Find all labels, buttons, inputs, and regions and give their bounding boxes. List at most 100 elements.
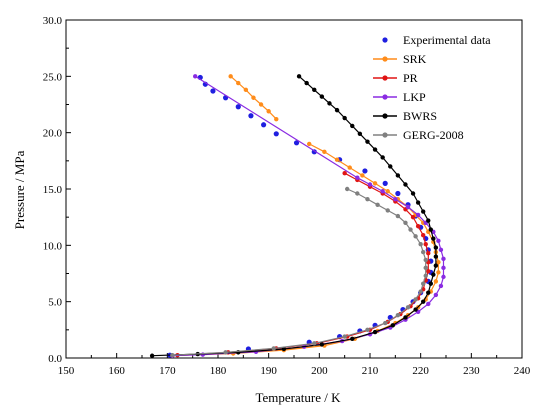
data-point-bwrs: [304, 80, 309, 86]
data-point-gerg-2008: [375, 202, 380, 207]
data-point-gerg-2008: [413, 297, 418, 302]
data-point-bwrs: [388, 164, 393, 169]
data-point-gerg-2008: [170, 352, 175, 358]
data-point-lkp: [193, 74, 198, 79]
data-point-gerg-2008: [403, 220, 408, 225]
plot-border: [65, 19, 523, 359]
data-point-pr: [410, 214, 416, 220]
legend-swatch-marker: [382, 75, 388, 81]
x-tick-label: 240: [514, 365, 531, 377]
data-point-lkp: [441, 265, 446, 271]
y-tick-label: 5.0: [48, 297, 62, 309]
data-point-bwrs: [350, 336, 355, 342]
data-point-bwrs: [327, 101, 332, 106]
data-point-gerg-2008: [355, 191, 360, 196]
series-pr: [175, 171, 431, 358]
legend-label: Experimental data: [403, 33, 491, 47]
data-point-lkp: [433, 292, 439, 298]
data-point-gerg-2008: [271, 346, 276, 351]
data-point-experimental-data: [273, 131, 279, 137]
data-point-experimental-data: [235, 104, 241, 110]
data-point-pr: [426, 269, 431, 274]
x-axis-title: Temperature / K: [256, 390, 342, 405]
data-point-gerg-2008: [385, 208, 390, 213]
data-point-bwrs: [413, 307, 418, 312]
legend: Experimental data SRK PR LKP BWRS GERG-2008: [373, 33, 491, 142]
data-point-gerg-2008: [395, 213, 401, 219]
data-point-lkp: [441, 256, 446, 262]
data-point-bwrs: [372, 147, 378, 152]
data-point-gerg-2008: [223, 350, 228, 355]
data-point-gerg-2008: [383, 320, 388, 326]
x-tick-label: 190: [260, 365, 277, 377]
y-axis-ticks: 0.0 5.0 10.0 15.0 20.0 25.0 30.0: [43, 15, 71, 365]
data-point-lkp: [426, 301, 431, 307]
data-point-srk: [251, 95, 256, 100]
legend-item-srk: SRK: [373, 52, 427, 66]
legend-swatch-marker: [382, 56, 388, 62]
data-point-bwrs: [403, 182, 408, 187]
legend-label: SRK: [403, 52, 427, 66]
data-point-gerg-2008: [365, 196, 370, 202]
data-point-bwrs: [380, 155, 385, 160]
data-point-gerg-2008: [413, 234, 418, 239]
data-point-gerg-2008: [418, 289, 423, 294]
data-point-gerg-2008: [423, 257, 428, 263]
data-point-pr: [342, 171, 347, 176]
x-tick-label: 170: [159, 365, 176, 377]
y-tick-label: 0.0: [48, 353, 62, 365]
legend-label: GERG-2008: [403, 128, 464, 142]
data-point-experimental-data: [382, 180, 388, 186]
data-point-bwrs: [433, 263, 439, 268]
data-point-lkp: [441, 274, 446, 280]
data-point-experimental-data: [210, 88, 216, 94]
data-point-experimental-data: [248, 113, 254, 119]
data-point-gerg-2008: [421, 249, 426, 255]
data-point-srk: [360, 173, 365, 178]
data-point-gerg-2008: [421, 281, 426, 286]
data-point-pr: [415, 223, 421, 229]
data-point-gerg-2008: [365, 327, 370, 333]
data-point-pr: [423, 242, 428, 247]
legend-swatch-marker: [382, 132, 388, 138]
y-tick-label: 10.0: [43, 240, 63, 252]
data-point-bwrs: [415, 200, 421, 205]
y-axis-title: Pressure / MPa: [12, 150, 27, 229]
data-point-bwrs: [395, 173, 401, 178]
x-tick-label: 150: [58, 365, 75, 377]
x-tick-label: 210: [362, 365, 379, 377]
y-tick-label: 20.0: [43, 128, 63, 140]
data-point-lkp: [438, 247, 444, 253]
legend-item-bwrs: BWRS: [373, 109, 437, 123]
data-point-experimental-data: [261, 122, 267, 128]
legend-swatch-marker: [382, 94, 388, 100]
legend-item-pr: PR: [373, 71, 418, 85]
legend-label: BWRS: [403, 109, 437, 123]
data-point-bwrs: [433, 245, 439, 250]
data-point-srk: [347, 165, 352, 170]
data-point-bwrs: [431, 236, 436, 241]
data-point-srk: [307, 141, 312, 147]
y-tick-label: 30.0: [43, 15, 63, 27]
series-bwrs: [149, 74, 439, 358]
data-point-lkp: [405, 204, 411, 210]
data-point-srk: [243, 87, 249, 93]
legend-item-lkp: LKP: [373, 90, 426, 104]
plot-frame: [65, 19, 523, 359]
data-point-srk: [258, 102, 264, 107]
data-point-bwrs: [433, 254, 439, 259]
series-layer: [149, 74, 446, 358]
data-point-pr: [426, 251, 431, 256]
data-point-srk: [274, 116, 279, 122]
y-tick-label: 15.0: [43, 184, 63, 196]
data-point-gerg-2008: [408, 227, 413, 232]
legend-label: PR: [403, 71, 418, 85]
data-point-lkp: [438, 283, 444, 289]
data-point-srk: [372, 181, 378, 186]
data-point-srk: [385, 189, 390, 194]
data-point-bwrs: [342, 115, 347, 121]
legend-item-gerg-2008: GERG-2008: [373, 128, 464, 142]
legend-label: LKP: [403, 90, 426, 104]
data-point-bwrs: [403, 315, 408, 320]
